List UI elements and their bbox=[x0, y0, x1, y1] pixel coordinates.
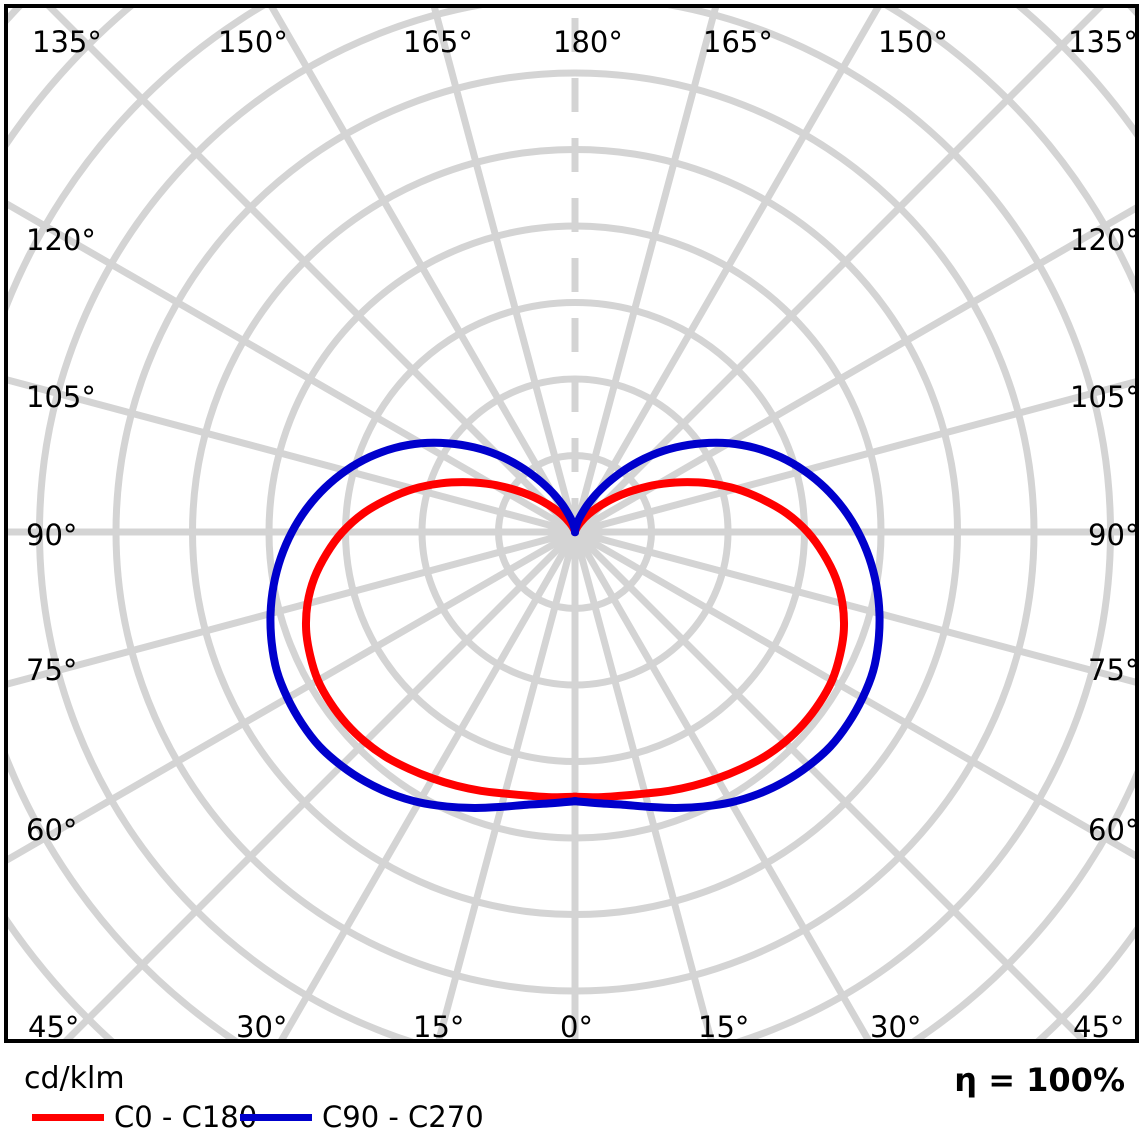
chart-plot-area: 135° 150° 165° 180° 165° 150° 135° 45° 30° 15° 0° 1… bbox=[4, 4, 1139, 1043]
polar-grid bbox=[8, 8, 1135, 1039]
legend-item-c90-c270[interactable]: C90 - C270 bbox=[240, 1103, 484, 1132]
grid-spoke bbox=[571, 8, 720, 533]
axis-label-top-2: 165° bbox=[403, 25, 473, 59]
axis-label-right-4: 60° bbox=[1088, 813, 1139, 847]
axis-label-left-0: 120° bbox=[26, 223, 96, 257]
grid-spoke bbox=[571, 531, 715, 1039]
axis-label-bottom-2: 15° bbox=[413, 1010, 465, 1043]
axis-label-left-2: 90° bbox=[26, 518, 78, 552]
axis-label-top-6: 135° bbox=[1068, 25, 1138, 59]
axis-label-bottom-0: 45° bbox=[28, 1010, 80, 1043]
legend-label-c90-c270: C90 - C270 bbox=[322, 1100, 484, 1134]
efficiency-label: η = 100% bbox=[954, 1061, 1125, 1099]
grid-spoke bbox=[573, 528, 1135, 860]
axis-label-top-1: 150° bbox=[218, 25, 288, 59]
grid-spoke bbox=[46, 8, 578, 535]
axis-label-bottom-1: 30° bbox=[236, 1010, 288, 1043]
units-label: cd/klm bbox=[24, 1061, 125, 1096]
axis-label-right-0: 120° bbox=[1070, 223, 1139, 257]
grid-spoke bbox=[574, 378, 1135, 536]
distribution-curves bbox=[266, 438, 884, 813]
legend-swatch-blue bbox=[240, 1114, 312, 1121]
axis-label-top-4: 165° bbox=[703, 25, 773, 59]
grid-spoke bbox=[8, 376, 576, 536]
legend-item-c0-c180[interactable]: C0 - C180 bbox=[32, 1103, 257, 1132]
grid-spoke bbox=[572, 529, 1087, 1039]
grid-spoke bbox=[8, 528, 577, 864]
curve-c90-c270 bbox=[266, 438, 884, 813]
grid-spoke bbox=[8, 200, 577, 536]
grid-spoke bbox=[571, 8, 882, 534]
axis-label-bottom-6: 45° bbox=[1073, 1010, 1125, 1043]
grid-spoke bbox=[63, 529, 578, 1039]
grid-spoke bbox=[573, 204, 1135, 536]
axis-label-left-4: 60° bbox=[26, 813, 78, 847]
axis-label-bottom-5: 30° bbox=[870, 1010, 922, 1043]
axis-label-left-3: 75° bbox=[26, 653, 78, 687]
grid-spoke bbox=[571, 530, 872, 1039]
axis-label-right-1: 105° bbox=[1070, 380, 1139, 414]
axis-label-top-0: 135° bbox=[32, 25, 102, 59]
axis-label-top-3: 180° bbox=[553, 25, 623, 59]
axis-label-right-2: 90° bbox=[1088, 518, 1139, 552]
grid-spoke bbox=[268, 8, 579, 534]
grid-spoke bbox=[435, 531, 579, 1039]
axis-label-right-3: 75° bbox=[1088, 653, 1139, 687]
legend-swatch-red bbox=[32, 1114, 104, 1121]
grid-spoke bbox=[278, 530, 579, 1039]
grid-spoke bbox=[572, 8, 1104, 535]
polar-grid-and-curves bbox=[8, 8, 1135, 1039]
legend-label-c0-c180: C0 - C180 bbox=[114, 1100, 258, 1134]
grid-spoke bbox=[574, 528, 1135, 686]
axis-label-left-1: 105° bbox=[26, 380, 96, 414]
axis-label-bottom-4: 15° bbox=[698, 1010, 750, 1043]
chart-legend-footer: cd/klm η = 100% C0 - C180 C90 - C270 bbox=[0, 1047, 1143, 1143]
axis-label-top-5: 150° bbox=[878, 25, 948, 59]
grid-spoke bbox=[430, 8, 579, 533]
axis-label-bottom-3: 0° bbox=[560, 1010, 593, 1043]
grid-spoke bbox=[8, 528, 576, 688]
